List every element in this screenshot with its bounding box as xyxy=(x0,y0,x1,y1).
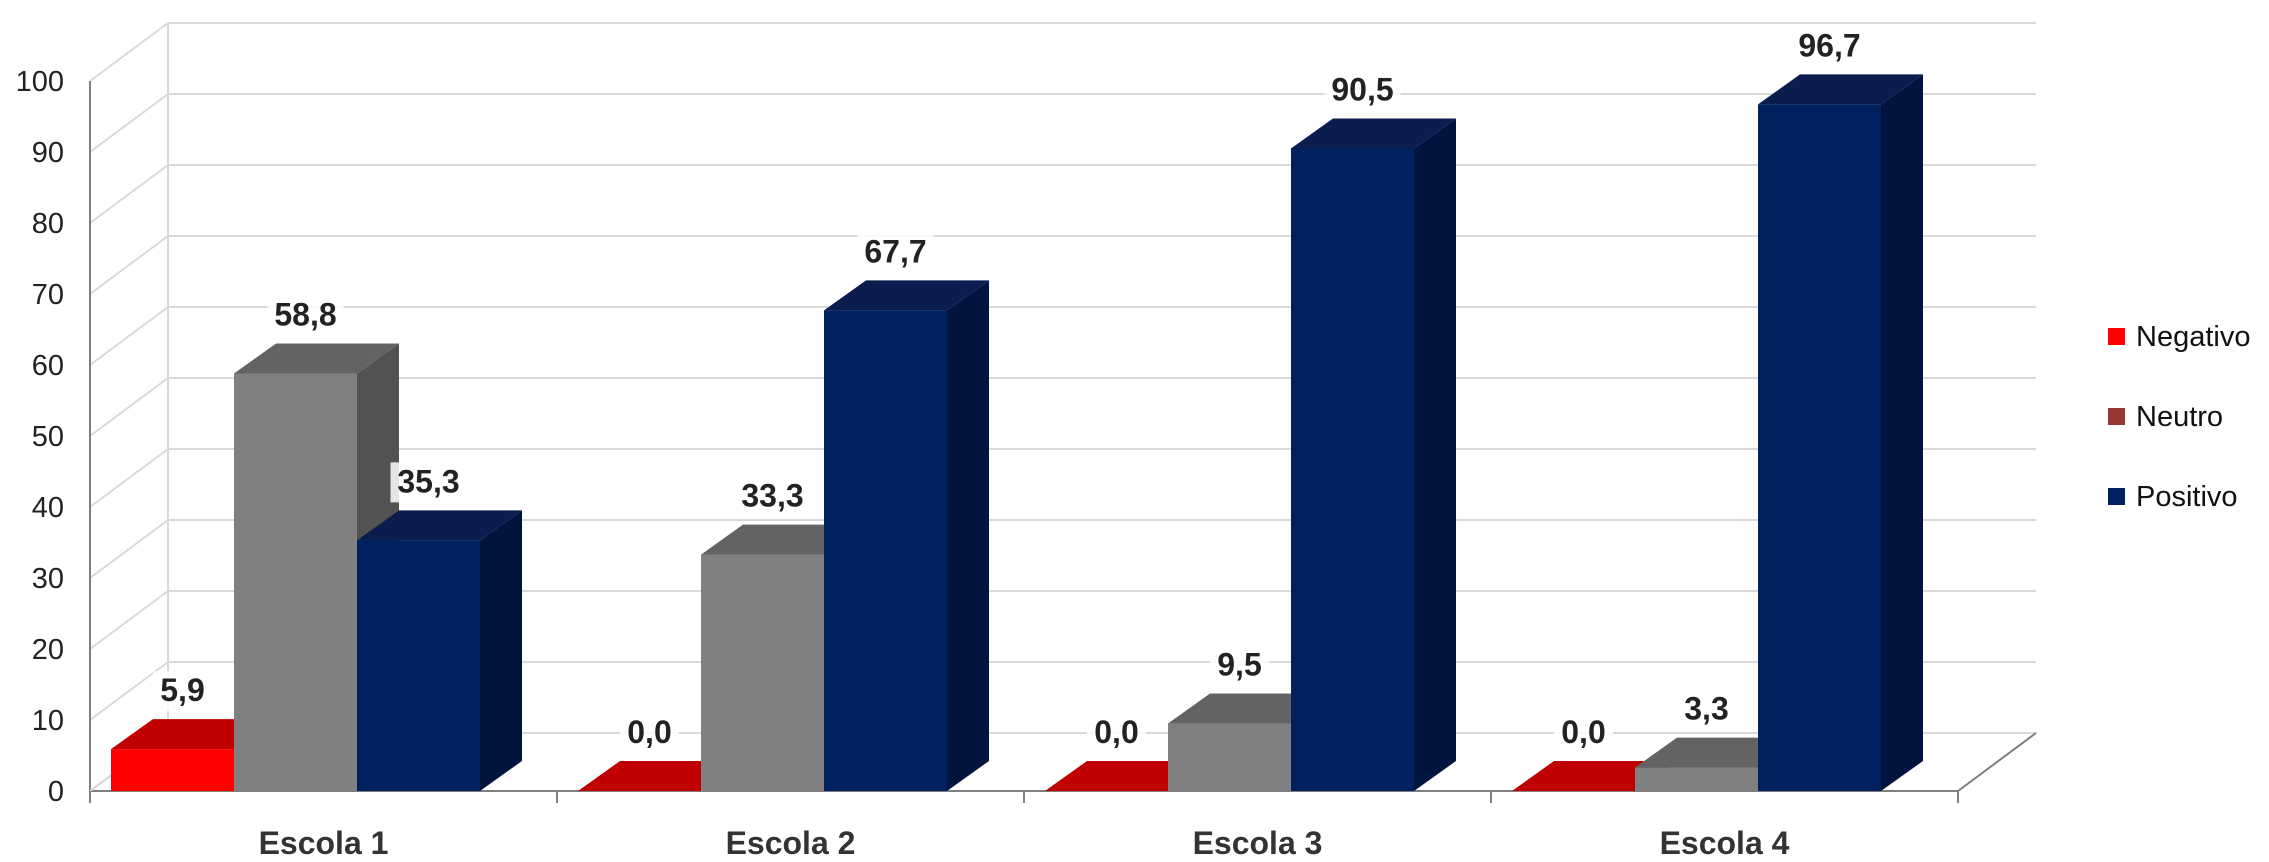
gridline-side xyxy=(89,306,169,366)
gridline-side xyxy=(89,377,169,437)
bar-top xyxy=(234,343,399,374)
y-tick-label: 40 xyxy=(32,492,64,524)
data-labels: 5,9 58,8 35,3 0,0 33,3 67,7 0,0 9,5 90,5 0,0 3,3 96… xyxy=(153,26,1868,753)
gridline-side xyxy=(89,164,169,224)
data-label-bg xyxy=(857,232,934,273)
data-label-bg xyxy=(267,295,344,336)
floor-edge xyxy=(1957,732,2037,792)
category-label: Escola 2 xyxy=(726,825,856,861)
bar-side xyxy=(947,280,989,791)
data-label: 5,9 xyxy=(160,672,204,708)
category-label: Escola 1 xyxy=(259,825,389,861)
gridline-side xyxy=(89,22,169,82)
bar-top xyxy=(357,510,522,541)
data-label: 58,8 xyxy=(274,297,336,333)
data-label-bg xyxy=(734,476,811,517)
data-label: 96,7 xyxy=(1798,27,1860,63)
gridline-side xyxy=(89,519,169,579)
y-tick-label: 30 xyxy=(32,563,64,595)
y-tick-label: 90 xyxy=(32,137,64,169)
legend-label: Negativo xyxy=(2136,321,2250,353)
gridline-side xyxy=(89,235,169,295)
data-label-bg xyxy=(620,713,679,753)
data-label-bg xyxy=(1087,713,1146,753)
bar xyxy=(357,540,480,791)
legend-label: Positivo xyxy=(2136,481,2238,513)
y-tick-label: 10 xyxy=(32,705,64,737)
data-label: 0,0 xyxy=(1561,714,1605,750)
legend-label: Neutro xyxy=(2136,401,2223,433)
bar xyxy=(111,749,234,791)
bar-top xyxy=(1758,74,1923,105)
y-tick-label: 60 xyxy=(32,350,64,382)
y-tick-label: 0 xyxy=(48,776,64,808)
gridline-side xyxy=(89,590,169,650)
y-tick-label: 20 xyxy=(32,634,64,666)
data-label-bg xyxy=(1677,689,1736,730)
data-label-bg xyxy=(1791,26,1868,67)
legend-swatch xyxy=(2108,328,2125,345)
data-label: 33,3 xyxy=(741,478,803,514)
bar-top xyxy=(1291,118,1456,149)
bar-side xyxy=(1881,74,1923,792)
gridline-side xyxy=(89,93,169,153)
bar xyxy=(824,310,947,791)
axes: 0 10 20 30 40 50 60 70 80 90 100 Escola 1 Escola 2 Es… xyxy=(16,66,2037,861)
data-label-bg xyxy=(1554,713,1613,753)
bars xyxy=(111,74,1923,792)
bar-top xyxy=(824,280,989,311)
legend: Negativo Neutro Positivo xyxy=(2108,321,2250,513)
data-label: 0,0 xyxy=(1094,714,1138,750)
data-label-bg xyxy=(1324,70,1401,111)
data-label: 67,7 xyxy=(864,233,926,269)
y-tick-label: 50 xyxy=(32,421,64,453)
data-label: 3,3 xyxy=(1684,691,1728,727)
category-label: Escola 4 xyxy=(1660,825,1790,861)
bar xyxy=(234,373,357,791)
y-tick-label: 80 xyxy=(32,208,64,240)
gridline-side xyxy=(89,448,169,508)
data-label: 9,5 xyxy=(1217,647,1261,683)
data-label: 35,3 xyxy=(397,463,459,499)
data-label-bg xyxy=(1210,645,1269,686)
legend-swatch xyxy=(2108,488,2125,505)
bar xyxy=(1758,104,1881,792)
y-tick-label: 70 xyxy=(32,279,64,311)
y-tick-label: 100 xyxy=(16,66,64,98)
bar xyxy=(1635,767,1758,791)
category-label: Escola 3 xyxy=(1193,825,1323,861)
data-label-bg xyxy=(390,462,467,503)
data-label: 90,5 xyxy=(1331,71,1393,107)
bar-side xyxy=(480,510,522,791)
data-label: 0,0 xyxy=(627,714,671,750)
data-label-bg xyxy=(153,671,212,712)
bar-side xyxy=(1414,118,1456,791)
bar xyxy=(701,554,824,791)
bar xyxy=(1291,148,1414,791)
bar xyxy=(1168,723,1291,791)
legend-swatch xyxy=(2108,408,2125,425)
